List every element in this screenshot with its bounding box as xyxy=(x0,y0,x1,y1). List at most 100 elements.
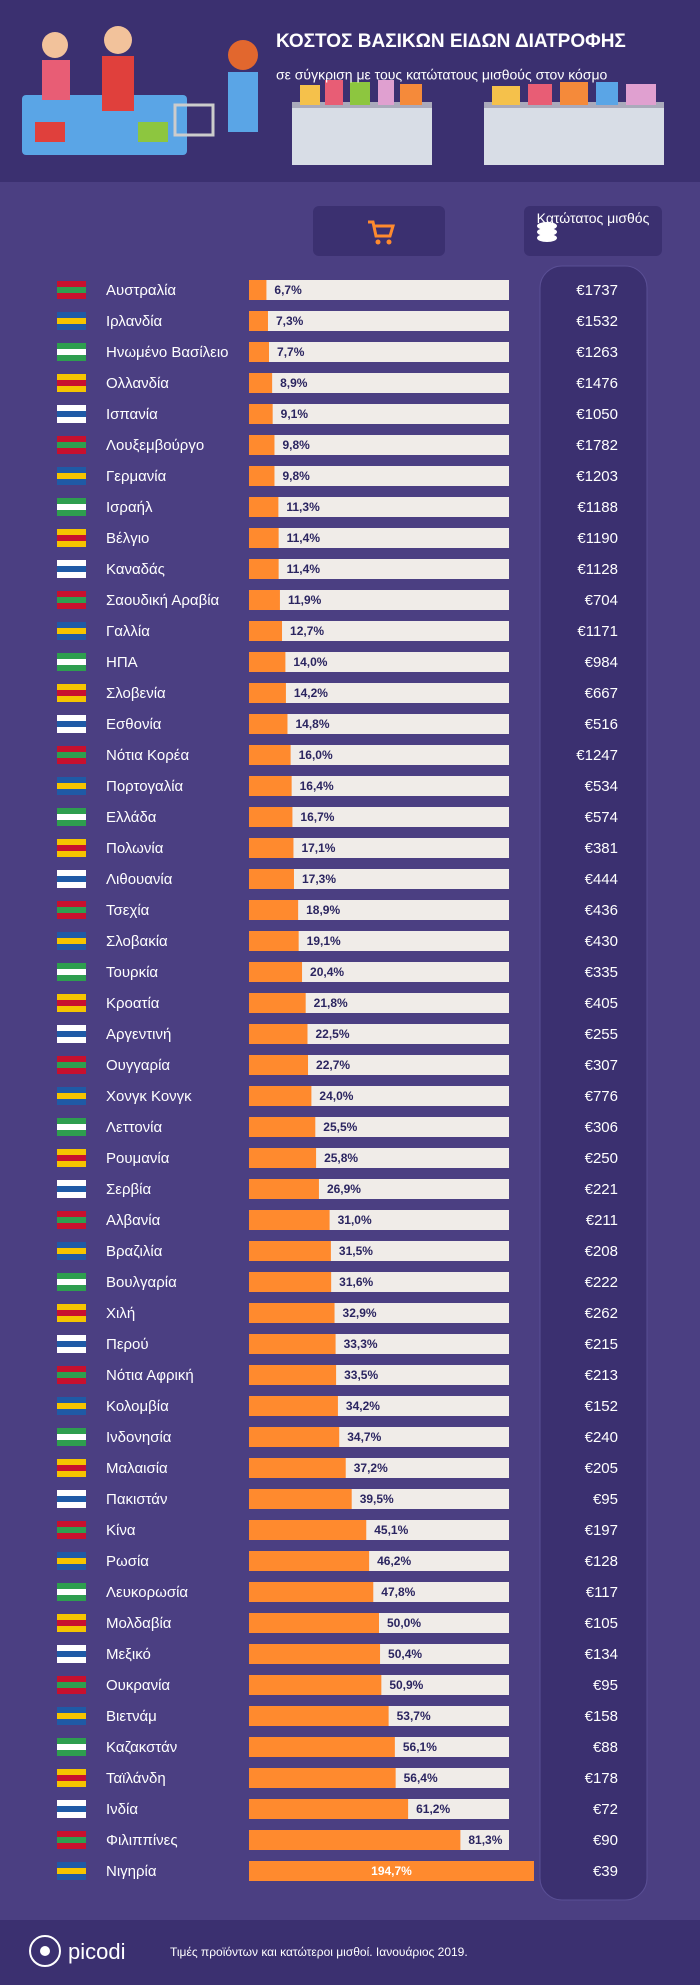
flag-stripe xyxy=(57,1434,86,1440)
flag-stripe xyxy=(57,349,86,355)
bar-value-label: 6,7% xyxy=(274,283,302,297)
country-label: Κολομβία xyxy=(106,1398,169,1415)
flag-stripe xyxy=(57,1062,86,1068)
bar-value-label: 61,2% xyxy=(416,1802,450,1816)
country-label: Τουρκία xyxy=(106,964,158,981)
wage-label: €90 xyxy=(593,1832,618,1849)
country-label: Ολλανδία xyxy=(106,375,169,392)
wage-label: €430 xyxy=(585,933,618,950)
wage-label: €240 xyxy=(585,1429,618,1446)
country-label: Πορτογαλία xyxy=(106,778,184,795)
bar-value-label: 14,8% xyxy=(295,717,329,731)
bar xyxy=(249,776,292,796)
flag-stripe xyxy=(57,1341,86,1347)
bar-value-label: 14,2% xyxy=(294,686,328,700)
bar xyxy=(249,373,273,393)
bar xyxy=(249,1272,332,1292)
bar-value-label: 22,7% xyxy=(316,1058,350,1072)
bar-value-label: 16,4% xyxy=(300,779,334,793)
bar-value-label: 53,7% xyxy=(397,1709,431,1723)
country-label: Ηνωμένο Βασίλειο xyxy=(106,344,229,361)
wage-label: €1188 xyxy=(577,499,618,516)
illustration xyxy=(22,26,664,165)
bar xyxy=(249,1489,352,1509)
wage-label: €128 xyxy=(585,1553,618,1570)
bar-value-label: 194,7% xyxy=(371,1864,412,1878)
bar-value-label: 25,5% xyxy=(323,1120,357,1134)
bar-value-label: 17,1% xyxy=(301,841,335,855)
bar xyxy=(249,1768,396,1788)
flag-stripe xyxy=(57,659,86,665)
bar-value-label: 31,5% xyxy=(339,1244,373,1258)
wage-label: €88 xyxy=(593,1739,618,1756)
wage-label: €1737 xyxy=(576,282,618,299)
wage-label: €335 xyxy=(585,964,618,981)
wage-label: €39 xyxy=(593,1863,618,1880)
flag-stripe xyxy=(57,814,86,820)
bar-track xyxy=(249,342,509,362)
bar-track xyxy=(249,807,509,827)
bar-track xyxy=(249,621,509,641)
flag-stripe xyxy=(57,1744,86,1750)
flag-stripe xyxy=(57,1620,86,1626)
bar-track xyxy=(249,962,509,982)
country-label: Ισραήλ xyxy=(106,499,153,516)
country-label: Ουγγαρία xyxy=(106,1057,170,1074)
flag-stripe xyxy=(57,1465,86,1471)
bar-track xyxy=(249,466,509,486)
bar xyxy=(249,1365,337,1385)
wage-label: €197 xyxy=(585,1522,618,1539)
country-label: Γερμανία xyxy=(106,468,167,485)
bar-value-label: 37,2% xyxy=(354,1461,388,1475)
wage-label: €205 xyxy=(585,1460,618,1477)
bar xyxy=(249,1148,317,1168)
bar xyxy=(249,1086,312,1106)
bar xyxy=(249,838,294,858)
wage-label: €1476 xyxy=(576,375,618,392)
flag-stripe xyxy=(57,783,86,789)
bar-track xyxy=(249,1024,509,1044)
country-label: Ταϊλάνδη xyxy=(106,1770,166,1787)
flag-stripe xyxy=(57,1186,86,1192)
flag-stripe xyxy=(57,1651,86,1657)
country-label: ΗΠΑ xyxy=(106,654,138,671)
wage-label: €221 xyxy=(585,1181,618,1198)
bar-value-label: 31,6% xyxy=(339,1275,373,1289)
flag-stripe xyxy=(57,721,86,727)
bar-track xyxy=(249,714,509,734)
wage-label: €95 xyxy=(593,1491,618,1508)
wage-label: €1190 xyxy=(577,530,618,547)
flag-stripe xyxy=(57,876,86,882)
bar-track xyxy=(249,745,509,765)
country-label: Κροατία xyxy=(106,995,160,1012)
bar-value-label: 25,8% xyxy=(324,1151,358,1165)
bar xyxy=(249,435,275,455)
country-label: Ουκρανία xyxy=(106,1677,170,1694)
flag-stripe xyxy=(57,1031,86,1037)
country-label: Περού xyxy=(106,1336,149,1353)
bar-track xyxy=(249,652,509,672)
wage-label: €307 xyxy=(585,1057,618,1074)
country-label: Καναδάς xyxy=(106,561,165,578)
wage-label: €574 xyxy=(585,809,618,826)
wage-label: €1532 xyxy=(576,313,618,330)
wage-label: €381 xyxy=(585,840,618,857)
country-label: Ιρλανδία xyxy=(106,313,163,330)
bar xyxy=(249,683,286,703)
bar xyxy=(249,1241,331,1261)
bar-value-label: 16,0% xyxy=(299,748,333,762)
flag-stripe xyxy=(57,907,86,913)
country-label: Ρουμανία xyxy=(106,1150,170,1167)
wage-label: €250 xyxy=(585,1150,618,1167)
flag-stripe xyxy=(57,1806,86,1812)
bar-value-label: 34,7% xyxy=(347,1430,381,1444)
bar xyxy=(249,1427,340,1447)
bar-track xyxy=(249,869,509,889)
flag-stripe xyxy=(57,566,86,572)
country-label: Νιγηρία xyxy=(106,1863,157,1880)
country-label: Πακιστάν xyxy=(106,1491,167,1508)
flag-stripe xyxy=(57,597,86,603)
bar-track xyxy=(249,590,509,610)
bar xyxy=(249,1706,389,1726)
